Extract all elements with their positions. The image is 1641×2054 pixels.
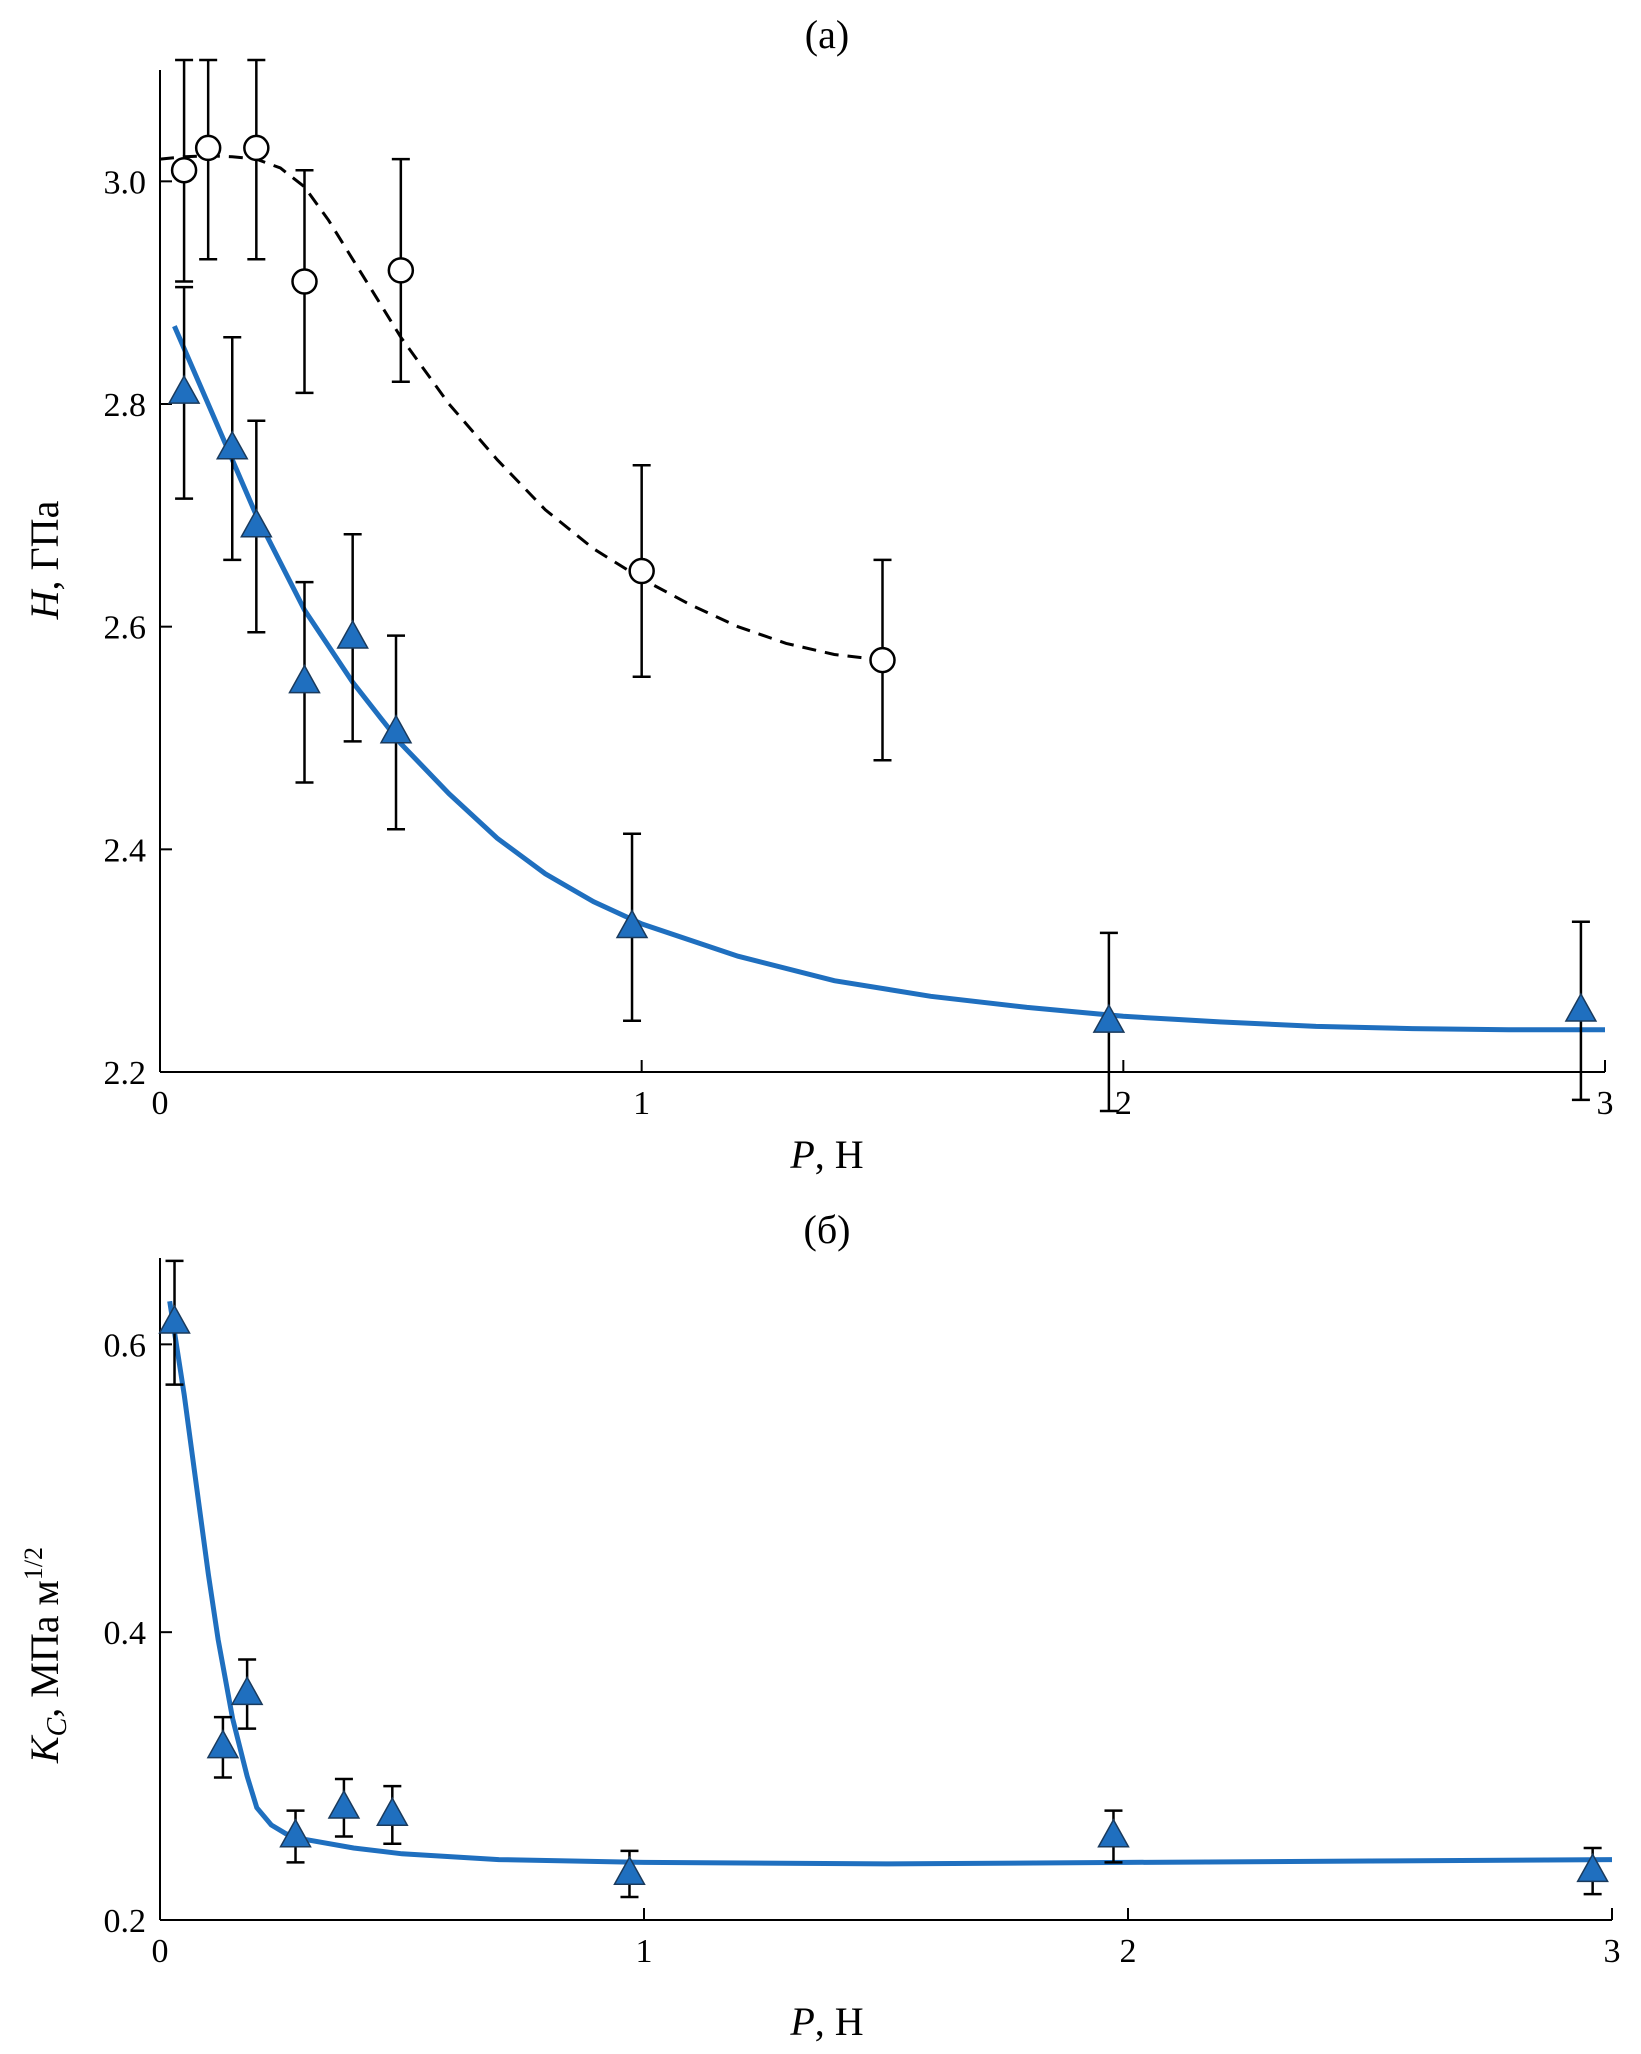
- panel-b-blue-fit-curve: [167, 1300, 1613, 1867]
- panel-b-blue-triangles-point: [613, 1855, 646, 1885]
- panel-b-label: (б): [804, 1207, 851, 1252]
- panel-b-x-axis-var: P: [789, 1999, 814, 2044]
- panel-a-x-tick-label: 0: [152, 1085, 169, 1122]
- panel-b-y-tick-label: 0.6: [104, 1327, 147, 1364]
- panel-b-x-tick-label: 3: [1604, 1933, 1621, 1970]
- panel-a-y-tick-label: 3.0: [104, 164, 147, 201]
- panel-a-y-axis-title: H, ГПа: [22, 500, 67, 620]
- panel-a-y-tick-label: 2.2: [104, 1055, 147, 1092]
- panel-b-y-axis-sub: C: [42, 1717, 73, 1736]
- panel-a-x-axis-title: P, Н: [789, 1132, 863, 1177]
- panel-b-x-tick-label: 2: [1120, 1933, 1137, 1970]
- panel-b-chart: (б) 0 1 2 3 0.2 0.4 0.6 P, Н KC, МПа м1/2: [19, 1207, 1621, 2044]
- panel-b-y-axis-unit: , МПа м: [22, 1580, 67, 1718]
- panel-a-blue-triangles-point: [1092, 1003, 1126, 1033]
- panel-a-blue-triangles-point: [240, 508, 273, 538]
- panel-a-dashed-fit-curve: [159, 154, 883, 662]
- panel-b-blue-triangles-point: [230, 1675, 264, 1706]
- panel-a-blue-triangles-point: [615, 908, 649, 939]
- panel-a-open-circles-point: [291, 268, 318, 295]
- panel-b-x-axis-title: P, Н: [789, 1999, 863, 2044]
- panel-a-blue-triangles-point: [167, 374, 201, 404]
- panel-a-open-circles-point: [869, 646, 896, 674]
- panel-b-blue-triangles-point: [327, 1789, 361, 1819]
- panel-b-y-axis-var: K: [22, 1734, 67, 1764]
- panel-a-label: (a): [805, 12, 849, 57]
- panel-b-blue-triangles-point: [279, 1818, 312, 1848]
- panel-a-open-circles-point: [194, 134, 222, 162]
- panel-a-blue-triangles-point: [336, 619, 369, 649]
- panel-b-blue-triangles-point: [1097, 1818, 1130, 1848]
- panel-a-y-axis-unit: , ГПа: [22, 500, 67, 590]
- panel-b-plot-area: 0 1 2 3 0.2 0.4 0.6: [104, 1258, 1621, 1970]
- panel-b-blue-triangles-point: [1576, 1852, 1609, 1883]
- panel-a-x-tick-label: 2: [1115, 1085, 1132, 1122]
- panel-a-plot-area: 0 1 2 3 2.2 2.4 2.6 2.8 3.0: [104, 58, 1614, 1122]
- panel-a-open-circles-point: [628, 557, 655, 585]
- panel-a-blue-triangles-point: [215, 430, 249, 460]
- panel-a-chart: (a) 0 1 2 3 2.2 2.4 2.6 2.8 3.0 P, Н H, ГПа: [22, 12, 1614, 1177]
- panel-b-x-tick-label: 0: [152, 1933, 169, 1970]
- panel-a-x-tick-label: 1: [633, 1085, 650, 1122]
- panel-b-y-tick-label: 0.4: [104, 1615, 147, 1652]
- panel-a-open-circles-point: [170, 156, 198, 184]
- panel-a-open-circles-point: [243, 134, 270, 162]
- panel-a-blue-triangles-point: [379, 714, 413, 744]
- panel-b-x-tick-label: 1: [636, 1933, 653, 1970]
- panel-a-x-axis-unit: , Н: [815, 1132, 864, 1177]
- panel-a-y-tick-label: 2.8: [104, 387, 147, 424]
- panel-a-blue-fit-curve: [172, 325, 1605, 1033]
- panel-a-x-tick-label: 3: [1597, 1085, 1614, 1122]
- panel-b-blue-triangles-point: [376, 1796, 409, 1826]
- panel-b-x-axis-unit: , Н: [815, 1999, 864, 2044]
- panel-a-x-axis-var: P: [789, 1132, 814, 1177]
- panel-a-blue-triangles-point: [1564, 992, 1598, 1022]
- panel-a-y-tick-label: 2.6: [104, 610, 147, 647]
- panel-b-blue-triangles-point: [206, 1729, 240, 1759]
- panel-b-y-axis-title: KC, МПа м1/2: [19, 1547, 73, 1764]
- panel-a-y-tick-label: 2.4: [104, 832, 147, 869]
- panel-b-y-axis-sup: 1/2: [19, 1547, 48, 1580]
- panel-b-blue-triangles-point: [158, 1304, 191, 1334]
- panel-a-blue-triangles-point: [288, 664, 321, 694]
- panel-a-y-axis-var: H: [22, 588, 67, 620]
- panel-a-open-circles-point: [387, 257, 415, 284]
- panel-b-y-tick-label: 0.2: [104, 1903, 147, 1940]
